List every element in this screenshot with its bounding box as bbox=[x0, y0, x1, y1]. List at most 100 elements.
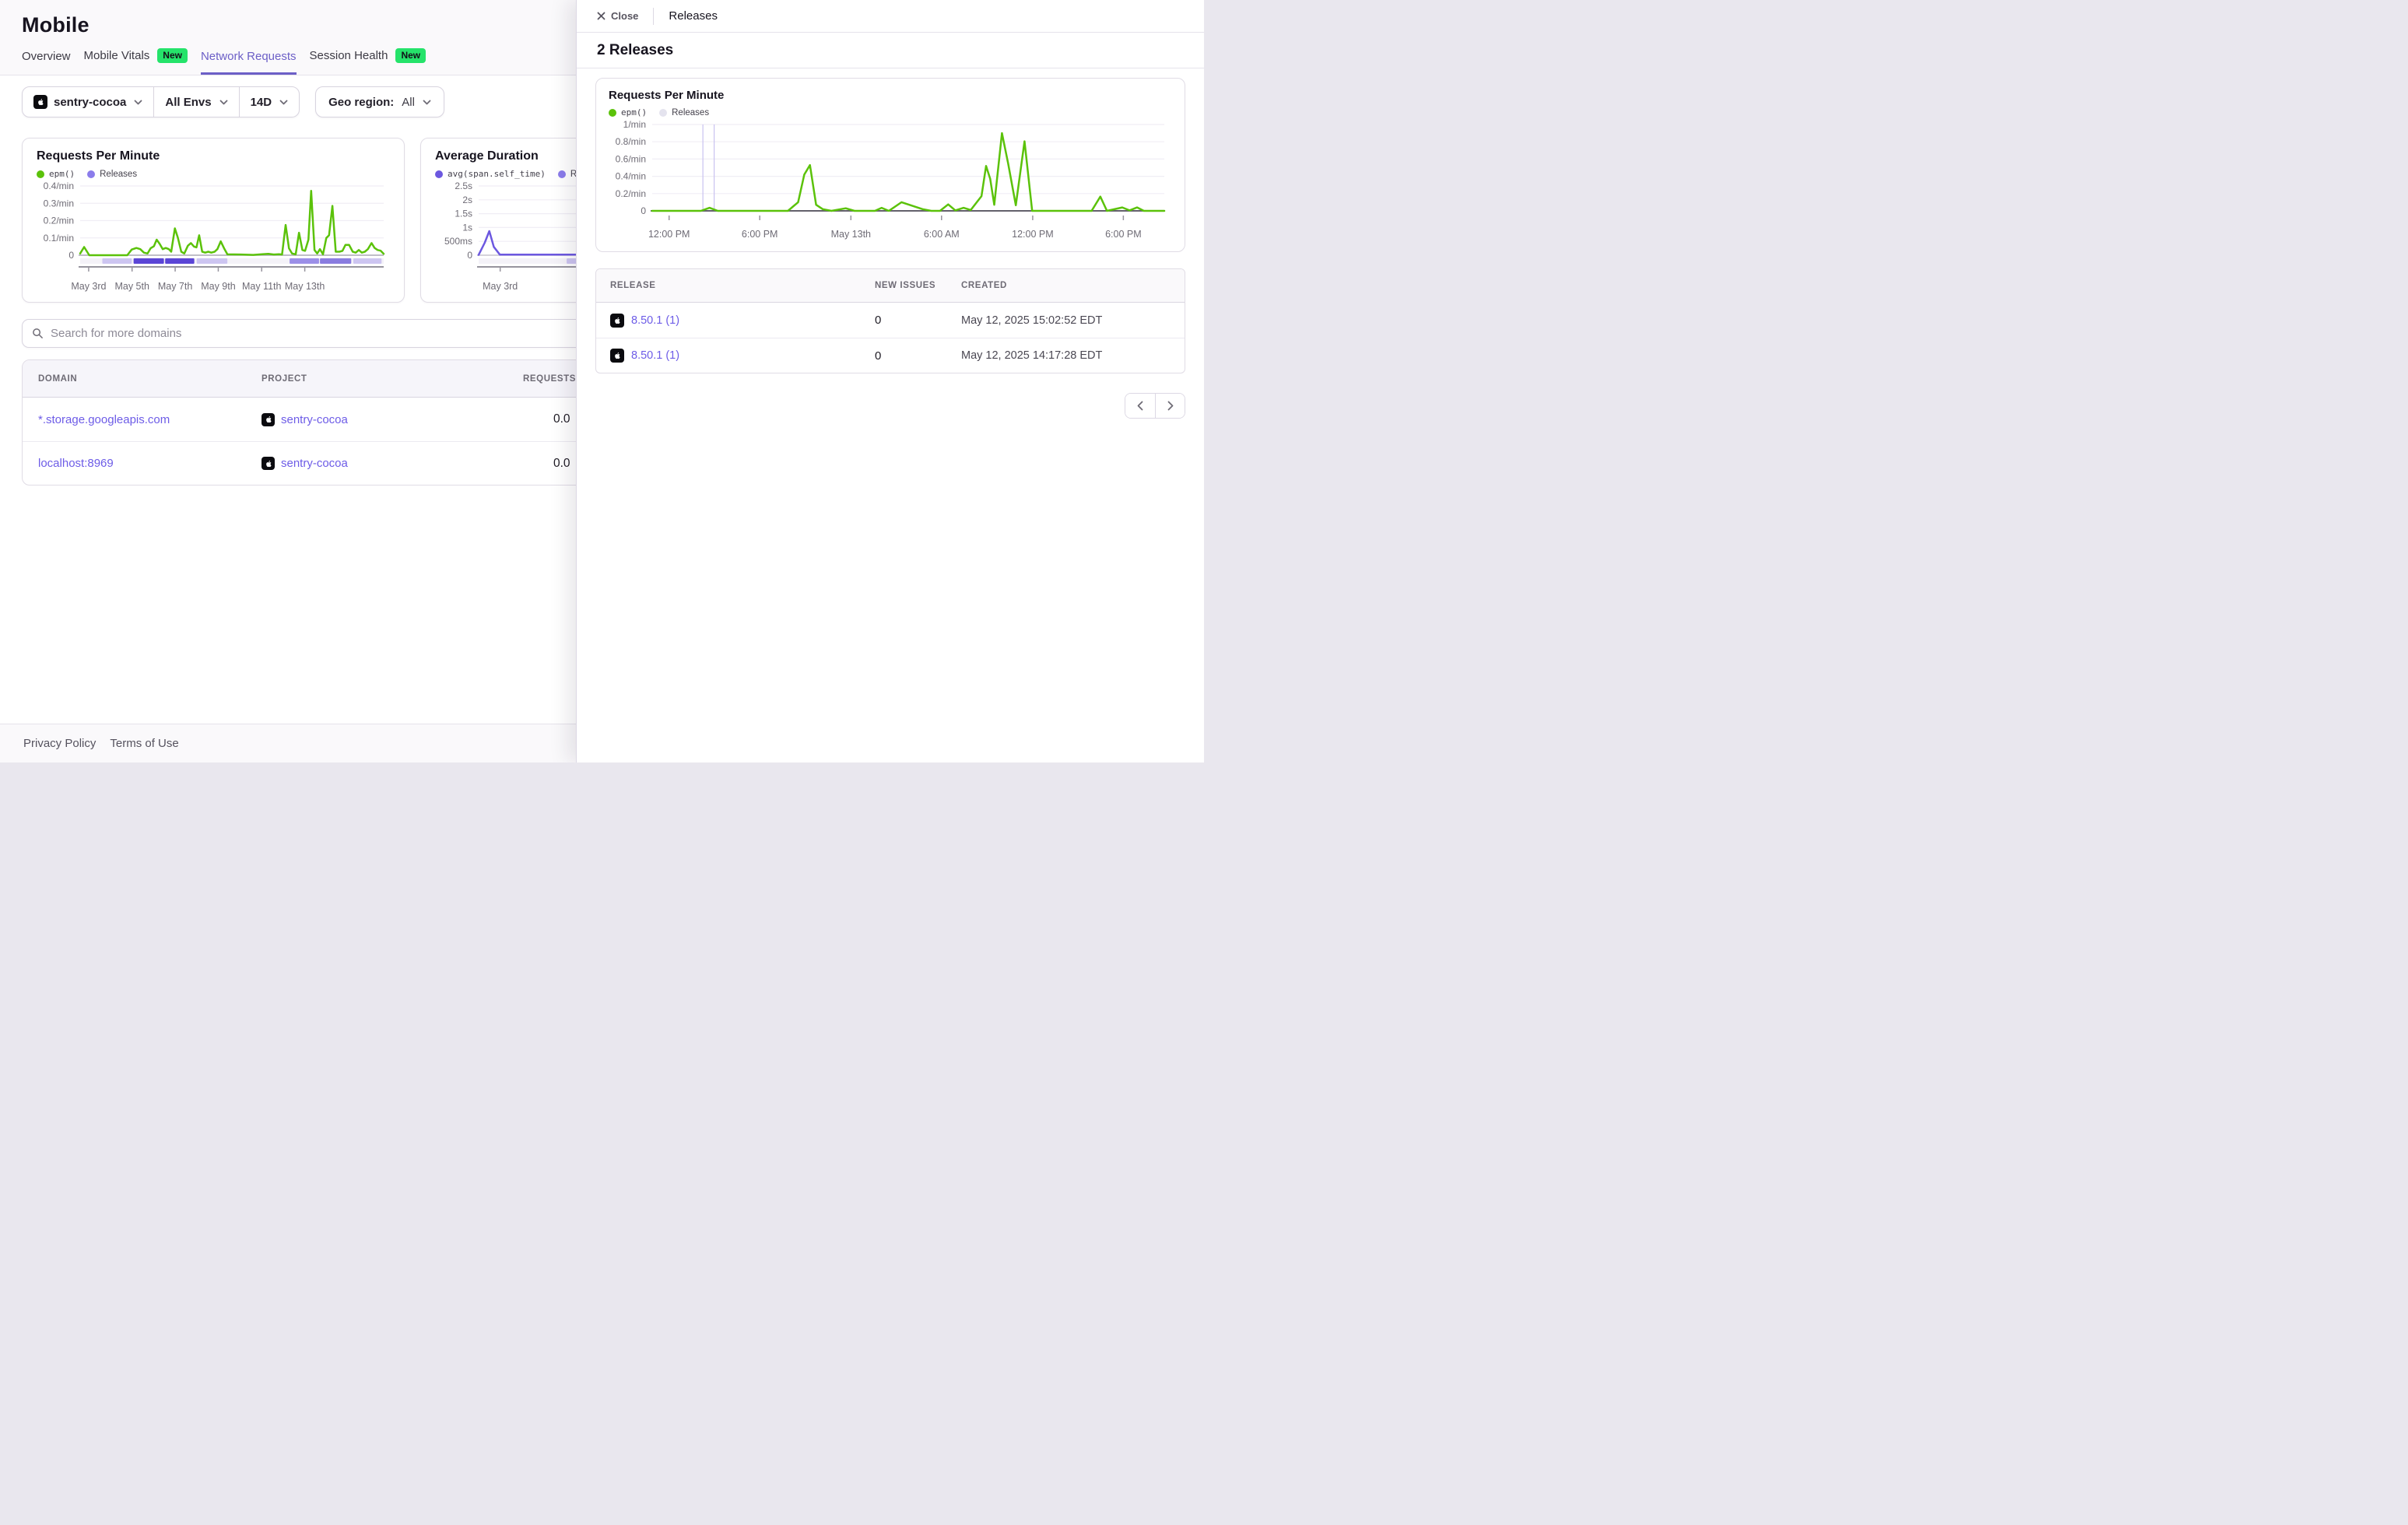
new-issues-value: 0 bbox=[875, 314, 882, 327]
release-link[interactable]: 8.50.1 (1) bbox=[631, 349, 680, 362]
legend-item-avg-span-self-time[interactable]: avg(span.self_time) bbox=[435, 169, 546, 179]
svg-text:0.8/min: 0.8/min bbox=[616, 136, 646, 147]
svg-text:0.3/min: 0.3/min bbox=[44, 198, 74, 209]
releases-table-header: RELEASE NEW ISSUES CREATED bbox=[596, 269, 1185, 303]
close-icon bbox=[597, 12, 606, 20]
apple-icon bbox=[33, 95, 47, 109]
page-title: Mobile bbox=[22, 13, 90, 37]
svg-text:May 11th: May 11th bbox=[242, 281, 282, 292]
column-header-project[interactable]: PROJECT bbox=[262, 373, 307, 384]
svg-text:2.5s: 2.5s bbox=[455, 182, 472, 191]
panel-content: Requests Per Minute epm() Releases 1/min… bbox=[577, 68, 1204, 419]
new-badge: New bbox=[157, 48, 188, 63]
legend-dot bbox=[37, 170, 44, 178]
svg-text:12:00 PM: 12:00 PM bbox=[1012, 229, 1054, 240]
svg-text:0: 0 bbox=[467, 250, 472, 261]
column-header-new-issues[interactable]: NEW ISSUES bbox=[875, 281, 936, 290]
svg-text:500ms: 500ms bbox=[444, 236, 472, 247]
chevron-left-icon bbox=[1137, 401, 1143, 411]
date-range-filter[interactable]: 14D bbox=[238, 87, 300, 117]
requests-per-minute-card: Requests Per Minute epm() Releases 0.4/m… bbox=[22, 138, 405, 303]
svg-text:May 7th: May 7th bbox=[158, 281, 193, 292]
next-page-button[interactable] bbox=[1155, 394, 1185, 418]
apple-icon bbox=[262, 457, 275, 470]
divider bbox=[653, 7, 655, 25]
project-filter[interactable]: sentry-cocoa bbox=[23, 87, 153, 117]
chevron-down-icon bbox=[219, 100, 227, 104]
pagination bbox=[595, 393, 1185, 419]
panel-requests-per-minute-chart[interactable]: 1/min 0.8/min 0.6/min 0.4/min 0.2/min 0 12:00 … bbox=[609, 121, 1172, 244]
chart-title: Requests Per Minute bbox=[609, 89, 725, 102]
svg-text:6:00 AM: 6:00 AM bbox=[924, 229, 960, 240]
column-header-domain[interactable]: DOMAIN bbox=[38, 373, 78, 384]
chart-legend: epm() Releases bbox=[609, 107, 1172, 117]
svg-text:12:00 PM: 12:00 PM bbox=[648, 229, 690, 240]
column-header-created[interactable]: CREATED bbox=[961, 281, 1007, 290]
legend-dot bbox=[609, 108, 616, 117]
tab-network-requests[interactable]: Network Requests bbox=[200, 50, 297, 75]
releases-count-heading: 2 Releases bbox=[597, 41, 674, 58]
new-badge: New bbox=[395, 48, 426, 63]
svg-text:1/min: 1/min bbox=[623, 121, 646, 130]
svg-text:May 3rd: May 3rd bbox=[483, 281, 518, 292]
svg-text:1.5s: 1.5s bbox=[455, 209, 472, 219]
svg-text:0.4/min: 0.4/min bbox=[616, 171, 646, 182]
svg-text:May 5th: May 5th bbox=[114, 281, 149, 292]
environment-filter[interactable]: All Envs bbox=[153, 87, 238, 117]
svg-text:0: 0 bbox=[641, 205, 646, 216]
svg-text:May 3rd: May 3rd bbox=[71, 281, 106, 292]
svg-text:May 9th: May 9th bbox=[201, 281, 236, 292]
svg-text:0.2/min: 0.2/min bbox=[616, 188, 646, 199]
tab-session-health[interactable]: Session Health New bbox=[310, 48, 426, 75]
apple-icon bbox=[610, 313, 624, 328]
svg-text:May 13th: May 13th bbox=[831, 229, 871, 240]
panel-subheader: 2 Releases bbox=[577, 33, 1204, 68]
legend-item-releases[interactable]: Releases bbox=[659, 108, 709, 117]
column-header-requests[interactable]: REQUESTS P bbox=[523, 373, 586, 384]
legend-item-releases[interactable]: Releases bbox=[87, 170, 137, 179]
svg-text:0: 0 bbox=[68, 250, 74, 261]
release-link[interactable]: 8.50.1 (1) bbox=[631, 314, 680, 327]
release-row: 8.50.1 (1) 0 May 12, 2025 15:02:52 EDT bbox=[596, 303, 1185, 338]
filter-group: sentry-cocoa All Envs 14D bbox=[22, 86, 300, 117]
panel-title: Releases bbox=[669, 9, 718, 23]
chart-legend: epm() Releases bbox=[37, 169, 390, 179]
privacy-policy-link[interactable]: Privacy Policy bbox=[23, 737, 97, 750]
legend-dot bbox=[557, 170, 566, 178]
legend-dot bbox=[659, 108, 668, 117]
app-root: Mobile Overview Mobile Vitals New Networ… bbox=[0, 0, 1204, 762]
chart-title: Requests Per Minute bbox=[37, 149, 160, 163]
project-link[interactable]: sentry-cocoa bbox=[281, 412, 348, 426]
tab-bar: Overview Mobile Vitals New Network Reque… bbox=[22, 48, 426, 75]
legend-dot bbox=[87, 170, 96, 178]
project-link[interactable]: sentry-cocoa bbox=[281, 457, 348, 470]
column-header-release[interactable]: RELEASE bbox=[610, 281, 656, 290]
panel-header: Close Releases bbox=[577, 0, 1204, 33]
created-value: May 12, 2025 15:02:52 EDT bbox=[961, 314, 1103, 327]
releases-panel: Close Releases 2 Releases Requests Per M… bbox=[576, 0, 1204, 762]
terms-of-use-link[interactable]: Terms of Use bbox=[110, 737, 179, 750]
panel-requests-per-minute-card: Requests Per Minute epm() Releases 1/min… bbox=[595, 78, 1185, 252]
legend-dot bbox=[435, 170, 443, 178]
svg-text:6:00 PM: 6:00 PM bbox=[1105, 229, 1142, 240]
svg-text:May 13th: May 13th bbox=[285, 281, 325, 292]
legend-item-epm[interactable]: epm() bbox=[609, 107, 647, 117]
tab-overview[interactable]: Overview bbox=[22, 50, 71, 63]
geo-region-filter[interactable]: Geo region: All bbox=[316, 87, 444, 117]
tab-mobile-vitals[interactable]: Mobile Vitals New bbox=[84, 48, 188, 75]
releases-table: RELEASE NEW ISSUES CREATED 8.50.1 (1) 0 … bbox=[595, 268, 1185, 373]
close-button[interactable]: Close bbox=[597, 10, 638, 22]
previous-page-button[interactable] bbox=[1125, 394, 1155, 418]
requests-value: 0.0 bbox=[553, 456, 570, 470]
domain-link[interactable]: localhost:8969 bbox=[38, 457, 114, 470]
geo-filter-group: Geo region: All bbox=[315, 86, 444, 117]
svg-text:0.4/min: 0.4/min bbox=[44, 182, 74, 191]
release-row: 8.50.1 (1) 0 May 12, 2025 14:17:28 EDT bbox=[596, 338, 1185, 373]
requests-per-minute-chart[interactable]: 0.4/min 0.3/min 0.2/min 0.1/min 0 May 3rd May … bbox=[37, 182, 391, 296]
chart-title: Average Duration bbox=[435, 149, 539, 163]
domain-link[interactable]: *.storage.googleapis.com bbox=[38, 412, 170, 426]
legend-item-epm[interactable]: epm() bbox=[37, 169, 75, 179]
svg-text:0.1/min: 0.1/min bbox=[44, 233, 74, 244]
table-row: *.storage.googleapis.com sentry-cocoa 0.… bbox=[23, 398, 1181, 441]
chevron-down-icon bbox=[423, 100, 431, 104]
